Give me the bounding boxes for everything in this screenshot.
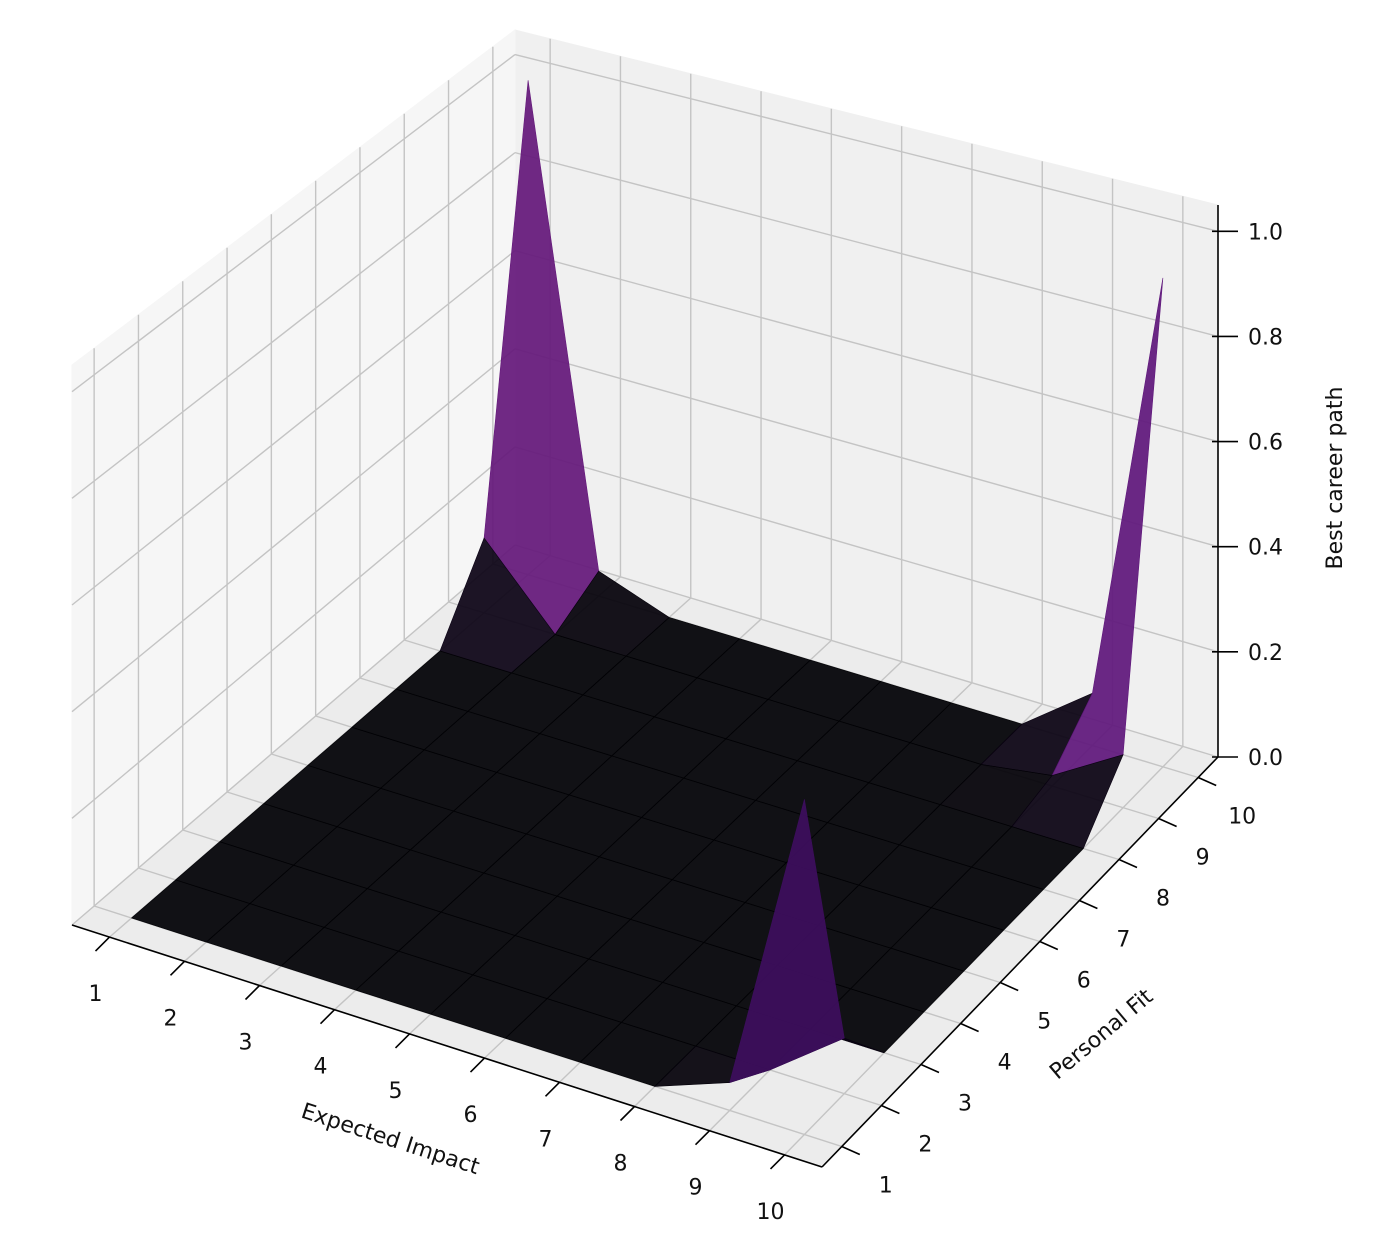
- y-tick: [1197, 776, 1217, 787]
- x-tick: [94, 936, 111, 952]
- x-tick-label: 1: [89, 982, 103, 1007]
- y-tick-label: 5: [1037, 1010, 1051, 1035]
- y-tick-label: 7: [1116, 928, 1130, 953]
- x-tick: [544, 1081, 561, 1097]
- x-tick-label: 2: [164, 1006, 178, 1031]
- grid-line: [71, 250, 516, 606]
- y-axis-line: [821, 756, 1219, 1168]
- x-tick: [319, 1009, 336, 1025]
- y-tick-label: 2: [918, 1133, 932, 1158]
- z-tick-label: 1.0: [1248, 220, 1283, 245]
- x-axis-line: [71, 924, 823, 1168]
- surface: [130, 80, 1164, 1087]
- grid-line: [514, 53, 1219, 232]
- y-tick: [1158, 817, 1177, 828]
- y-tick: [999, 981, 1019, 992]
- x-tick-label: 9: [689, 1176, 703, 1201]
- grid-line: [71, 152, 516, 499]
- y-tick-label: 8: [1156, 887, 1170, 912]
- grid-line: [71, 53, 516, 393]
- z-tick-label: 0.4: [1248, 536, 1283, 561]
- y-tick-label: 10: [1228, 805, 1256, 830]
- y-tick: [841, 1145, 861, 1156]
- y-tick: [960, 1022, 979, 1033]
- x-tick-label: 4: [314, 1055, 328, 1080]
- x-axis-label: Expected Impact: [298, 1099, 483, 1180]
- surface-face: [729, 799, 845, 1084]
- y-tick-label: 9: [1196, 846, 1210, 871]
- grid-line: [71, 544, 516, 926]
- z-axis-label: Best career path: [1323, 387, 1348, 570]
- y-tick-label: 1: [879, 1174, 893, 1199]
- x-tick: [394, 1033, 411, 1049]
- z-tick-label: 0.0: [1248, 746, 1283, 771]
- x-tick: [244, 984, 261, 1001]
- x-tick: [694, 1130, 711, 1146]
- x-tick: [619, 1105, 636, 1122]
- z-tick-label: 0.6: [1248, 431, 1283, 456]
- x-tick: [769, 1154, 786, 1170]
- x-tick-label: 3: [239, 1031, 253, 1056]
- x-tick-label: 8: [614, 1152, 628, 1177]
- y-tick-label: 6: [1077, 969, 1091, 994]
- z-tick-label: 0.8: [1248, 325, 1283, 350]
- x-tick: [169, 960, 186, 976]
- grid-line: [514, 348, 1219, 548]
- x-tick-label: 10: [757, 1200, 785, 1225]
- x-tick-label: 6: [464, 1103, 478, 1128]
- x-tick-label: 5: [389, 1079, 403, 1104]
- y-tick: [881, 1104, 900, 1115]
- y-tick: [1079, 899, 1098, 910]
- grid-line: [514, 151, 1219, 338]
- y-tick-label: 3: [958, 1092, 972, 1117]
- y-tick: [1039, 940, 1059, 951]
- y-tick: [1118, 858, 1138, 869]
- y-tick-label: 4: [998, 1051, 1012, 1076]
- grid-line: [71, 348, 516, 713]
- x-tick-label: 7: [539, 1127, 553, 1152]
- y-tick: [920, 1063, 940, 1074]
- grid-line: [514, 446, 1219, 653]
- x-tick: [469, 1057, 486, 1073]
- grid-line: [514, 250, 1219, 443]
- z-tick-label: 0.2: [1248, 641, 1283, 666]
- grid-line: [71, 446, 516, 819]
- y-axis-label: Personal Fit: [1045, 984, 1158, 1085]
